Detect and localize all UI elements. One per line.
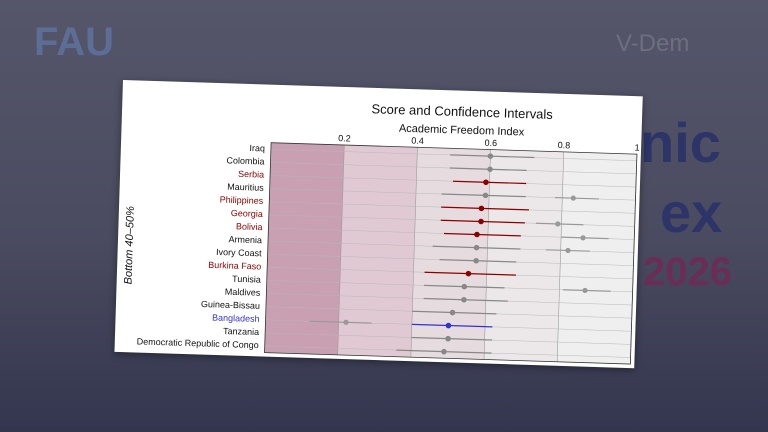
point: [487, 166, 493, 173]
comparison-ci: [554, 196, 599, 200]
y-tick-label: Iraq: [249, 143, 265, 153]
point: [445, 322, 452, 329]
band: [264, 142, 345, 355]
x-tick-label: 0.8: [558, 140, 571, 150]
y-tick-label: Armenia: [228, 234, 262, 245]
y-tick-label: Maldives: [225, 287, 261, 298]
point: [473, 244, 480, 251]
grid-line: [410, 147, 418, 358]
ci: [411, 336, 492, 341]
point: [473, 257, 479, 264]
x-tick-label: 1: [634, 142, 639, 152]
point: [478, 205, 485, 212]
slide-title-fragment: 2026: [643, 250, 732, 294]
x-tick-label: 0.4: [411, 135, 424, 145]
band: [557, 151, 637, 365]
band: [337, 144, 418, 358]
slide-title-fragment: nic: [640, 111, 721, 174]
x-axis-title: Academic Freedom Index: [399, 123, 525, 139]
y-tick-label: Bolivia: [236, 221, 263, 232]
ci: [443, 232, 521, 237]
y-tick-label: Philippines: [220, 195, 264, 206]
point: [465, 270, 472, 277]
point: [445, 335, 451, 342]
logo-vdem: V-Dem: [616, 30, 690, 57]
point: [478, 218, 484, 225]
y-tick-label: Tunisia: [232, 274, 261, 285]
ci: [441, 206, 529, 211]
y-axis-title: Bottom 40–50%: [122, 206, 136, 285]
comparison-point: [343, 319, 349, 325]
grid-line: [337, 144, 345, 355]
chart-title: Score and Confidence Intervals: [371, 101, 553, 122]
comparison-point: [555, 221, 561, 227]
point: [474, 231, 480, 238]
y-tick-label: Tanzania: [223, 326, 259, 337]
x-tick-label: 0.6: [484, 138, 497, 148]
point: [461, 283, 468, 290]
chart: Score and Confidence Intervals Academic …: [122, 101, 640, 365]
point: [461, 296, 467, 303]
ci: [452, 180, 527, 185]
y-tick-label: Burkina Faso: [208, 260, 261, 272]
slide-title-fragment: ex: [660, 181, 723, 244]
grid-line: [483, 149, 491, 360]
point: [483, 179, 489, 186]
band: [483, 149, 564, 362]
comparison-ci: [309, 320, 372, 324]
y-tick-label: Mauritius: [227, 182, 264, 193]
comparison-point: [565, 247, 571, 254]
y-tick-label: Serbia: [238, 169, 264, 180]
grid-line: [556, 151, 565, 362]
band: [410, 147, 491, 360]
y-tick-label: Bangladesh: [212, 312, 260, 323]
point: [482, 192, 489, 199]
comparison-point: [570, 195, 576, 201]
comparison-point: [582, 287, 588, 294]
y-tick-label: Ivory Coast: [216, 247, 262, 258]
y-tick-label: Colombia: [226, 155, 264, 166]
plot-frame: [264, 142, 638, 365]
x-tick-label: 0.2: [338, 133, 351, 143]
point: [441, 348, 447, 355]
y-tick-label: Democratic Republic of Congo: [137, 336, 259, 350]
y-tick-label: Guinea-Bissau: [201, 299, 260, 311]
comparison-point: [580, 235, 586, 241]
ci: [411, 323, 493, 328]
chart-card: Score and Confidence Intervals Academic …: [114, 80, 643, 369]
point: [449, 309, 456, 316]
y-tick-label: Georgia: [231, 208, 263, 219]
point: [487, 153, 494, 159]
logo-fau: FAU: [34, 20, 114, 64]
